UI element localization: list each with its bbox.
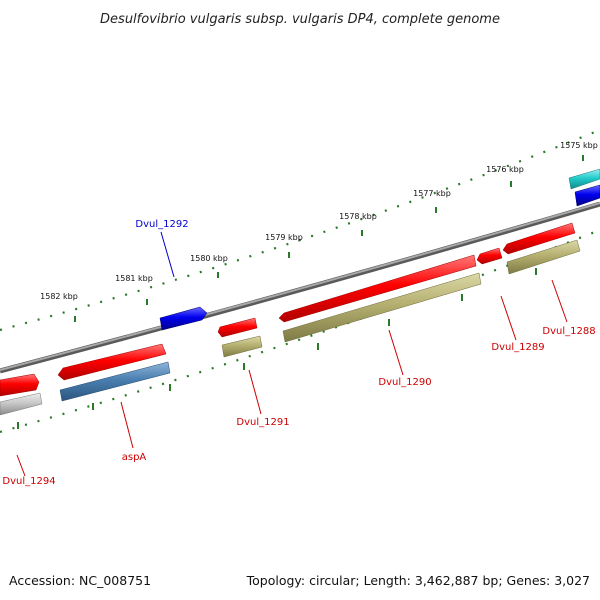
gene-label-dvul-1294[interactable]: Dvul_1294 bbox=[2, 476, 55, 487]
cds-dvul-1288[interactable] bbox=[502, 222, 576, 255]
leader-dvul-1294 bbox=[16, 454, 26, 477]
leader-dvul-1289 bbox=[500, 295, 517, 341]
tick-label: 1582 kbp bbox=[40, 292, 78, 301]
tick-label: 1581 kbp bbox=[115, 274, 153, 283]
cds-dvul-1290[interactable] bbox=[278, 254, 477, 323]
blue-features bbox=[159, 184, 600, 331]
cds-dvul-1294[interactable] bbox=[0, 373, 40, 397]
accession-text: Accession: NC_008751 bbox=[9, 573, 151, 588]
cds-features bbox=[0, 222, 576, 397]
major-ticks-upper bbox=[74, 155, 584, 322]
outer-tick-ring bbox=[0, 128, 600, 332]
tick-label: 1580 kbp bbox=[190, 254, 228, 263]
tick-labels: 1582 kbp 1581 kbp 1580 kbp 1579 kbp 1578… bbox=[40, 141, 598, 301]
gene-label-dvul-1288[interactable]: Dvul_1288 bbox=[542, 326, 595, 337]
cds-dvul-1291[interactable] bbox=[217, 317, 258, 338]
leader-dvul-1291 bbox=[248, 369, 262, 415]
inner-tick-ring bbox=[0, 228, 600, 434]
gene-label-dvul-1292[interactable]: Dvul_1292 bbox=[135, 219, 188, 230]
feature-dvul-1294[interactable] bbox=[0, 392, 43, 416]
outer-tick-dots bbox=[0, 128, 600, 332]
genome-backbone-highlight bbox=[0, 202, 600, 371]
genome-summary-text: Topology: circular; Length: 3,462,887 bp… bbox=[246, 573, 590, 588]
cds-aspa[interactable] bbox=[57, 343, 167, 381]
gene-label-dvul-1291[interactable]: Dvul_1291 bbox=[236, 417, 289, 428]
feature-track bbox=[0, 239, 581, 416]
leader-lines bbox=[16, 231, 568, 477]
cds-edge-blue[interactable] bbox=[574, 184, 600, 207]
feature-aspa[interactable] bbox=[59, 361, 171, 402]
tick-label: 1575 kbp bbox=[560, 141, 598, 150]
gene-label-dvul-1289[interactable]: Dvul_1289 bbox=[491, 342, 544, 353]
cds-edge-cyan[interactable] bbox=[568, 168, 600, 190]
leader-dvul-1292 bbox=[160, 231, 175, 278]
leader-dvul-1290 bbox=[388, 329, 404, 376]
leader-dvul-1288 bbox=[551, 279, 568, 323]
feature-dvul-1291[interactable] bbox=[221, 335, 263, 358]
map-title: Desulfovibrio vulgaris subsp. vulgaris D… bbox=[100, 12, 500, 27]
leader-aspa bbox=[120, 401, 134, 449]
inner-tick-dots bbox=[0, 228, 600, 434]
tick-label: 1577 kbp bbox=[413, 189, 451, 198]
tick-label: 1579 kbp bbox=[265, 233, 303, 242]
gene-label-dvul-1290[interactable]: Dvul_1290 bbox=[378, 377, 431, 388]
cds-dvul-1289[interactable] bbox=[476, 247, 503, 265]
major-ticks-lower bbox=[17, 268, 537, 429]
tick-label: 1576 kbp bbox=[486, 165, 524, 174]
cds-dvul-1292[interactable] bbox=[159, 306, 208, 331]
feature-dvul-1290[interactable] bbox=[282, 272, 482, 343]
tick-label: 1578 kbp bbox=[339, 212, 377, 221]
gene-label-aspa[interactable]: aspA bbox=[122, 452, 147, 463]
gene-labels: Dvul_1294 aspA Dvul_1292 Dvul_1291 Dvul_… bbox=[2, 219, 595, 487]
feature-dvul-1288[interactable] bbox=[506, 239, 581, 275]
